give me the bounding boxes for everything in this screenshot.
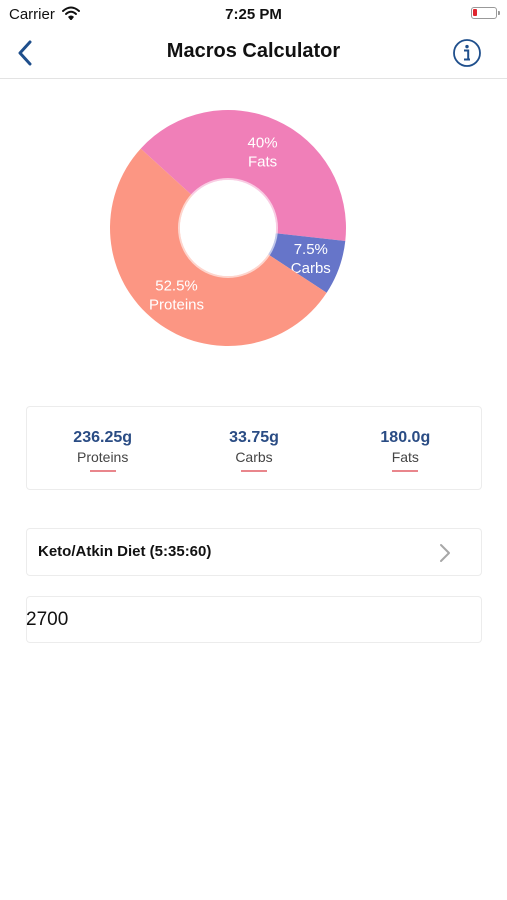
slice-value-carbs: 7.5%: [294, 241, 328, 258]
macros-donut-chart: 40% Fats 7.5% Carbs 52.5% Proteins: [110, 110, 350, 350]
donut-hole: [178, 178, 278, 278]
macro-summary-card: 236.25g Proteins 33.75g Carbs 180.0g Fat…: [26, 406, 482, 490]
fats-label: Fats: [391, 449, 419, 465]
status-time: 7:25 PM: [225, 6, 282, 23]
fats-grams: 180.0g: [380, 429, 431, 446]
donut-slice-proteins: [110, 148, 327, 346]
wifi-icon: [62, 6, 80, 25]
chevron-right-icon: [439, 543, 451, 568]
proteins-grams: 236.25g: [73, 429, 133, 446]
page-title: Macros Calculator: [166, 40, 341, 62]
proteins-underline: [89, 470, 116, 472]
proteins-label: Proteins: [76, 449, 129, 465]
macro-summary-proteins: 236.25g Proteins: [27, 407, 178, 489]
macro-summary-fats: 180.0g Fats: [330, 407, 481, 489]
carbs-grams: 33.75g: [229, 429, 279, 446]
donut-svg: 40% Fats 7.5% Carbs 52.5% Proteins: [110, 110, 346, 346]
info-button[interactable]: [452, 38, 482, 68]
battery-level: [473, 9, 477, 16]
carbs-label: Carbs: [235, 449, 273, 465]
slice-value-proteins: 52.5%: [155, 277, 198, 294]
slice-label-carbs: Carbs: [291, 260, 331, 277]
slice-label-proteins: Proteins: [149, 296, 204, 313]
carbs-underline: [240, 470, 267, 472]
back-button[interactable]: [10, 36, 40, 70]
calorie-field[interactable]: [26, 596, 482, 643]
donut-slice-carbs: [268, 233, 346, 293]
diet-label: Keto/Atkin Diet (5:35:60): [38, 543, 212, 560]
status-bar: Carrier 7:25 PM: [0, 0, 507, 28]
macro-summary-carbs: 33.75g Carbs: [178, 407, 329, 489]
chevron-left-icon: [18, 40, 32, 66]
slice-value-fats: 40%: [248, 134, 278, 151]
carrier-name: Carrier: [9, 6, 55, 23]
calorie-input[interactable]: [26, 597, 480, 642]
battery-icon: [471, 7, 500, 19]
fats-underline: [392, 470, 419, 472]
info-icon: [453, 39, 481, 67]
donut-slice-fats: [140, 110, 346, 241]
slice-label-fats: Fats: [248, 153, 277, 170]
diet-selector[interactable]: Keto/Atkin Diet (5:35:60): [26, 528, 482, 576]
navigation-bar: Macros Calculator: [0, 28, 507, 79]
